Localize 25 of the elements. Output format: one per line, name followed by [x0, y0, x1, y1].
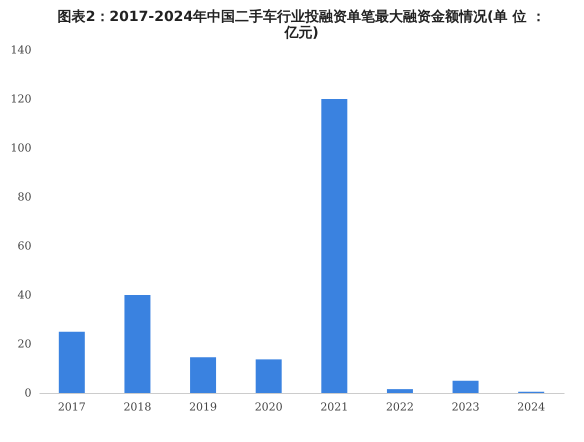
x-tick-label: 2021: [320, 400, 348, 414]
x-tick-label: 2019: [189, 400, 218, 414]
y-tick-label: 0: [24, 386, 32, 400]
y-tick-label: 80: [18, 190, 32, 204]
x-tick-label: 2023: [452, 400, 480, 414]
y-tick-label: 60: [18, 240, 32, 252]
bar: [452, 380, 479, 393]
bar: [58, 332, 85, 393]
y-tick-label: 140: [10, 44, 32, 56]
y-tick-label: 100: [10, 142, 32, 154]
bar: [190, 357, 216, 393]
bar: [321, 99, 348, 393]
bar: [386, 389, 413, 393]
bar: [124, 295, 150, 393]
text: 图表2：2017-2024年中国二手车行业投融资单笔最大融资金额情况(单 位 ：: [58, 9, 546, 25]
bar: [256, 359, 282, 393]
x-tick-label: 2018: [123, 400, 152, 414]
x-tick-label: 2017: [58, 400, 86, 414]
y-tick-label: 120: [10, 92, 32, 106]
x-tick-label: 2020: [254, 400, 283, 414]
y-tick-label: 40: [18, 288, 32, 302]
x-tick-label: 2022: [386, 400, 414, 414]
y-tick-label: 20: [18, 338, 32, 350]
text: 亿元): [284, 25, 319, 41]
x-tick-label: 2024: [517, 400, 546, 414]
